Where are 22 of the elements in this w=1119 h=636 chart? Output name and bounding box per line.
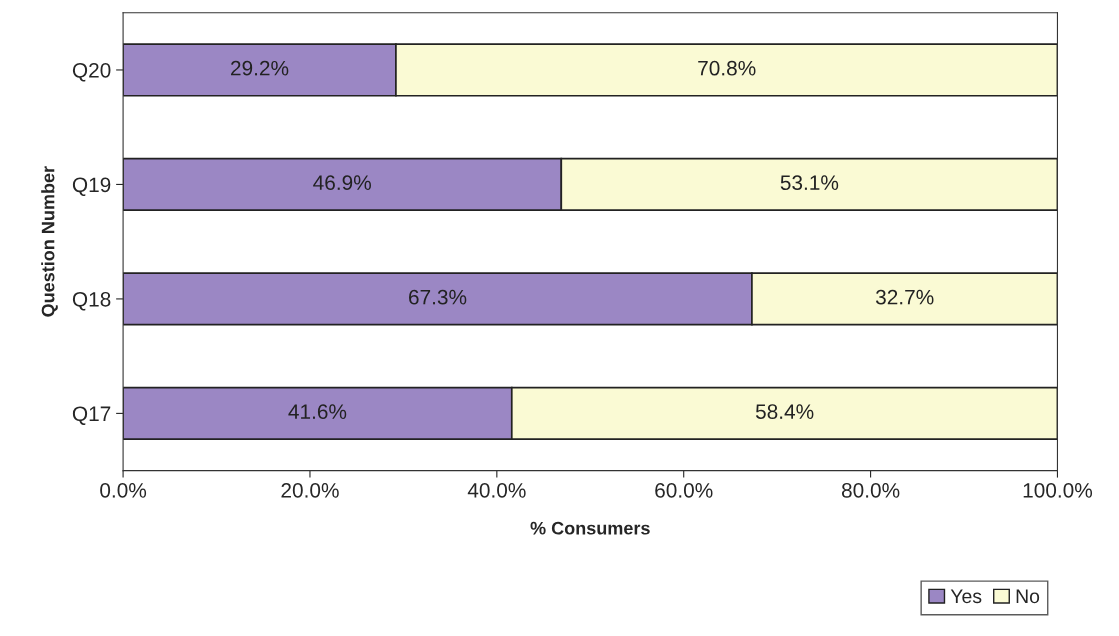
- data-label: 32.7%: [875, 289, 934, 305]
- data-label: 58.4%: [755, 404, 814, 419]
- x-axis-title: % Consumers: [530, 521, 650, 535]
- x-tick-label: 100.0%: [1023, 483, 1093, 498]
- legend-label: Yes: [950, 589, 982, 604]
- data-label: 67.3%: [409, 289, 467, 305]
- y-axis-title: Question Number: [41, 166, 58, 317]
- y-tick-label: Q19: [72, 177, 111, 196]
- y-tick-label: Q18: [72, 291, 111, 311]
- x-tick-label: 40.0%: [467, 483, 526, 498]
- legend-label: No: [1016, 589, 1040, 604]
- data-label: 53.1%: [780, 175, 839, 191]
- data-label: 70.8%: [698, 60, 756, 76]
- data-label: 46.9%: [313, 175, 371, 191]
- x-tick-label: 80.0%: [841, 483, 900, 498]
- y-tick-label: Q17: [72, 406, 111, 425]
- data-label: 29.2%: [231, 60, 289, 76]
- y-tick-label: Q20: [72, 62, 111, 82]
- data-label: 41.6%: [288, 404, 347, 419]
- x-tick-label: 0.0%: [100, 483, 147, 498]
- x-tick-label: 60.0%: [655, 483, 713, 498]
- x-tick-label: 20.0%: [281, 483, 339, 498]
